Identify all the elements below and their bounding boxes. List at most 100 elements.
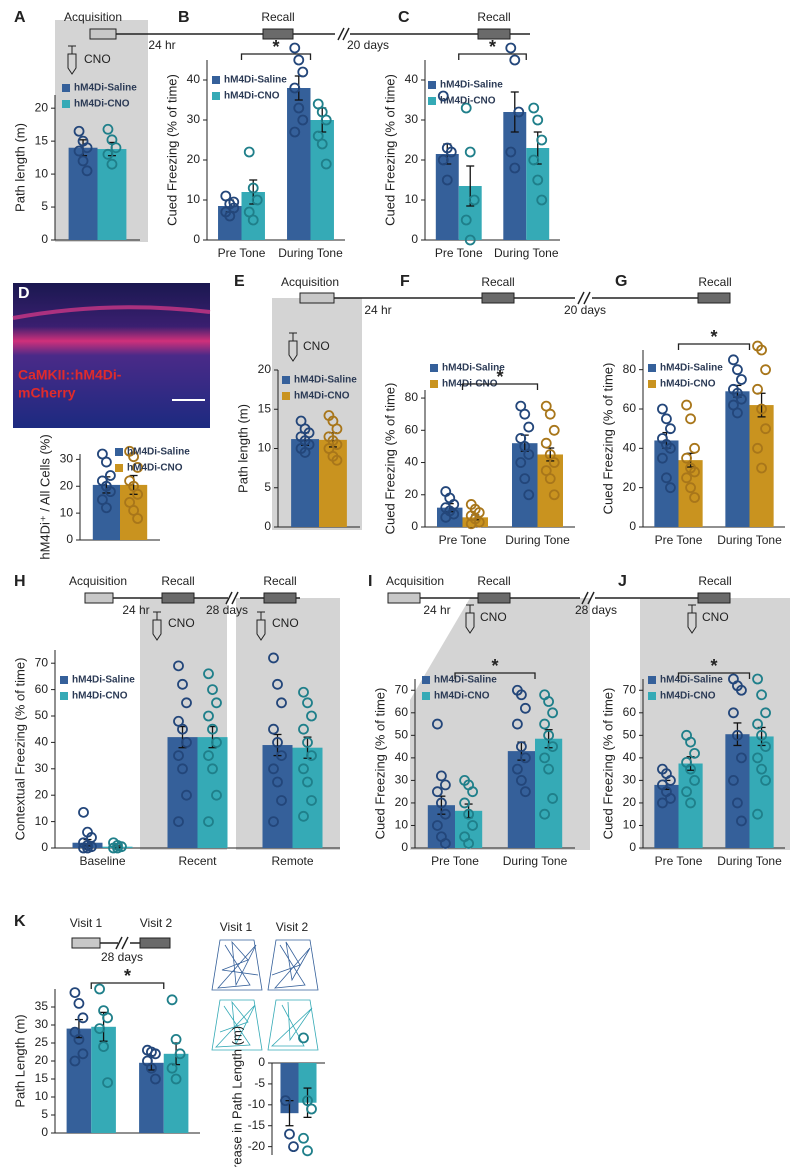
legend-swatch [428,97,436,105]
legend-label: hM4Di-CNO [74,99,130,110]
image-caption: CaMKII::hM4Di- [18,367,122,383]
data-point [181,697,192,709]
legend-swatch [282,376,290,384]
data-point [298,686,309,698]
data-point [519,408,531,420]
data-point [431,718,443,730]
data-point [547,741,558,752]
legend-label: hM4Di-CNO [127,463,183,474]
y-tick-label: 40 [187,72,201,86]
data-point [516,741,527,752]
data-point [306,750,317,761]
data-point [736,393,747,405]
data-point [298,763,309,775]
timeline-label: Recall [263,574,296,588]
y-tick-label: 10 [395,818,409,832]
y-tick-label: 10 [35,814,49,828]
data-point [105,470,116,481]
bar [66,1028,92,1133]
data-point [544,473,556,485]
y-tick-label: 60 [395,705,409,719]
data-point [331,454,343,466]
legend-swatch [430,364,438,372]
data-point [528,154,540,166]
data-point [756,344,767,356]
data-point [465,518,477,530]
data-point [516,775,527,786]
y-tick-label: 10 [60,505,74,519]
timeline-label: Recall [698,574,731,588]
y-tick-label: 80 [405,390,419,404]
legend-swatch [115,464,123,472]
data-point [110,142,122,154]
significance-bracket [454,672,536,679]
data-point [302,776,313,788]
y-tick-label: 5 [41,1107,48,1121]
data-point [132,488,144,500]
legend-label: hM4Di-Saline [440,80,503,91]
data-point [181,737,192,748]
y-tick-label: 50 [35,708,49,722]
y-tick-label: 0 [41,232,48,246]
y-tick-label: -15 [248,1118,266,1132]
timeline-label: CNO [480,610,507,624]
legend-label: hM4Di-Saline [224,75,287,86]
y-tick-label: 40 [405,72,419,86]
timeline-label: CNO [702,610,729,624]
bar [139,1062,164,1133]
data-point [736,684,747,696]
data-point [756,729,767,741]
data-point [288,1141,299,1153]
data-point [752,673,763,685]
data-point [665,775,676,786]
y-tick-label: -5 [254,1076,265,1090]
x-tick-label: Pre Tone [655,854,703,868]
data-point [464,146,476,158]
legend-swatch [648,692,656,700]
data-point [78,842,89,854]
data-point [94,983,105,995]
data-point [293,102,305,114]
data-point [173,816,184,827]
x-tick-label: Baseline [79,854,125,868]
significance-bracket [90,982,165,989]
data-point [752,442,763,454]
error-bar [733,722,742,747]
data-point [272,776,283,788]
timeline-label: 24 hr [148,38,175,52]
y-tick-label: 0 [629,840,636,854]
data-point [316,138,328,150]
bar [68,147,98,240]
image-label: Visit 2 [276,920,309,934]
bar [537,454,563,527]
data-point [306,795,317,806]
bar [678,763,703,848]
y-tick-label: 0 [41,840,48,854]
data-point [331,423,343,435]
data-point [251,194,263,206]
bar [725,391,750,527]
legend-label: hM4Di-Saline [442,363,505,374]
data-point [297,114,309,126]
data-point [736,815,747,827]
data-point [132,513,144,524]
timeline-label: 20 days [347,38,389,52]
data-point [752,752,763,764]
y-tick-label: 70 [35,655,49,669]
timeline-label: 28 days [206,603,248,617]
significance-label: * [710,656,717,676]
timeline-label: Recall [477,10,510,24]
data-point [519,473,531,485]
y-axis-label: hM4Di⁺ / All Cells (%) [37,434,52,559]
legend-label: hM4Di-CNO [660,691,716,702]
data-point [752,718,763,730]
legend-swatch [422,692,430,700]
significance-bracket [458,53,527,60]
data-point [293,54,305,66]
legend-label: hM4Di-Saline [660,675,723,686]
data-point [166,1062,178,1074]
data-point [69,1055,81,1067]
y-tick-label: 5 [41,199,48,213]
bar [749,405,774,527]
